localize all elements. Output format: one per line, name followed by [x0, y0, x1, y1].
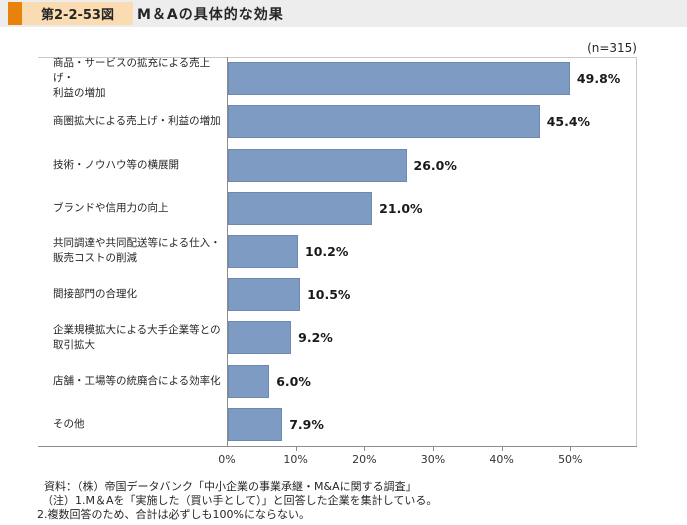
- bar: [228, 407, 283, 441]
- bar: [228, 105, 540, 139]
- category-label: 技術・ノウハウ等の横展開: [53, 158, 179, 171]
- bar: [228, 148, 407, 182]
- category-label: その他: [53, 417, 85, 430]
- x-tick-label: 0%: [218, 453, 236, 466]
- value-label: 10.5%: [307, 287, 351, 303]
- bar: [228, 278, 301, 312]
- header-accent-bar: [8, 2, 22, 25]
- category-label: ブランドや信用力の向上: [53, 201, 169, 214]
- source-line: 資料：（株）帝国データバンク「中小企業の事業承継・M&Aに関する調査」: [44, 480, 417, 493]
- sample-size-label: (n=315): [587, 41, 637, 55]
- category-label: 商品・サービスの拡充による売上げ・ 利益の増加: [53, 57, 211, 100]
- x-tick-mark: [570, 447, 572, 451]
- value-label: 49.8%: [576, 71, 621, 87]
- value-label: 9.2%: [298, 330, 333, 346]
- x-tick-mark: [432, 447, 434, 451]
- category-label: 間接部門の合理化: [53, 288, 137, 301]
- bar-chart: (n=315) 商品・サービスの拡充による売上げ・ 利益の増加 49.8% 商圏拡大…: [0, 27, 687, 472]
- value-label: 10.2%: [305, 243, 349, 259]
- note-line-1: （注）1.M＆Aを「実施した（買い手として）」と回答した企業を集計している。: [42, 494, 438, 507]
- category-label: 企業規模拡大による大手企業等との 取引拡大: [53, 323, 221, 351]
- figure-header: 第2-2-53図 M＆Aの具体的な効果: [0, 0, 687, 27]
- category-axis-line: [227, 57, 228, 446]
- figure-number-label: 第2-2-53図: [22, 2, 133, 25]
- plot-frame-right: [636, 57, 637, 446]
- x-tick-mark: [364, 447, 366, 451]
- value-label: 26.0%: [413, 157, 457, 173]
- bar: [228, 191, 373, 225]
- x-tick-label: 40%: [489, 453, 514, 466]
- bar: [228, 235, 299, 268]
- bar: [228, 62, 570, 96]
- plot-frame-top: [38, 57, 637, 58]
- bar: [228, 364, 270, 398]
- x-tick-label: 50%: [558, 453, 583, 466]
- note-line-2: 2.複数回答のため、合計は必ずしも100%にならない。: [37, 508, 310, 521]
- x-tick-mark: [501, 447, 503, 451]
- value-label: 21.0%: [379, 200, 423, 216]
- category-label: 共同調達や共同配送等による仕入・ 販売コストの削減: [53, 237, 221, 265]
- x-tick-mark: [295, 447, 297, 451]
- figure-title: M＆Aの具体的な効果: [137, 6, 284, 23]
- x-tick-label: 10%: [283, 453, 308, 466]
- x-tick-label: 20%: [352, 453, 377, 466]
- value-label: 6.0%: [276, 373, 311, 389]
- x-tick-label: 30%: [420, 453, 446, 466]
- value-label: 45.4%: [546, 114, 591, 130]
- bar: [228, 321, 292, 355]
- value-axis-line: [38, 446, 637, 447]
- category-label: 店舗・工場等の統廃合による効率化: [53, 374, 221, 387]
- value-label: 7.9%: [289, 416, 324, 432]
- category-label: 商圏拡大による売上げ・利益の増加: [53, 115, 221, 128]
